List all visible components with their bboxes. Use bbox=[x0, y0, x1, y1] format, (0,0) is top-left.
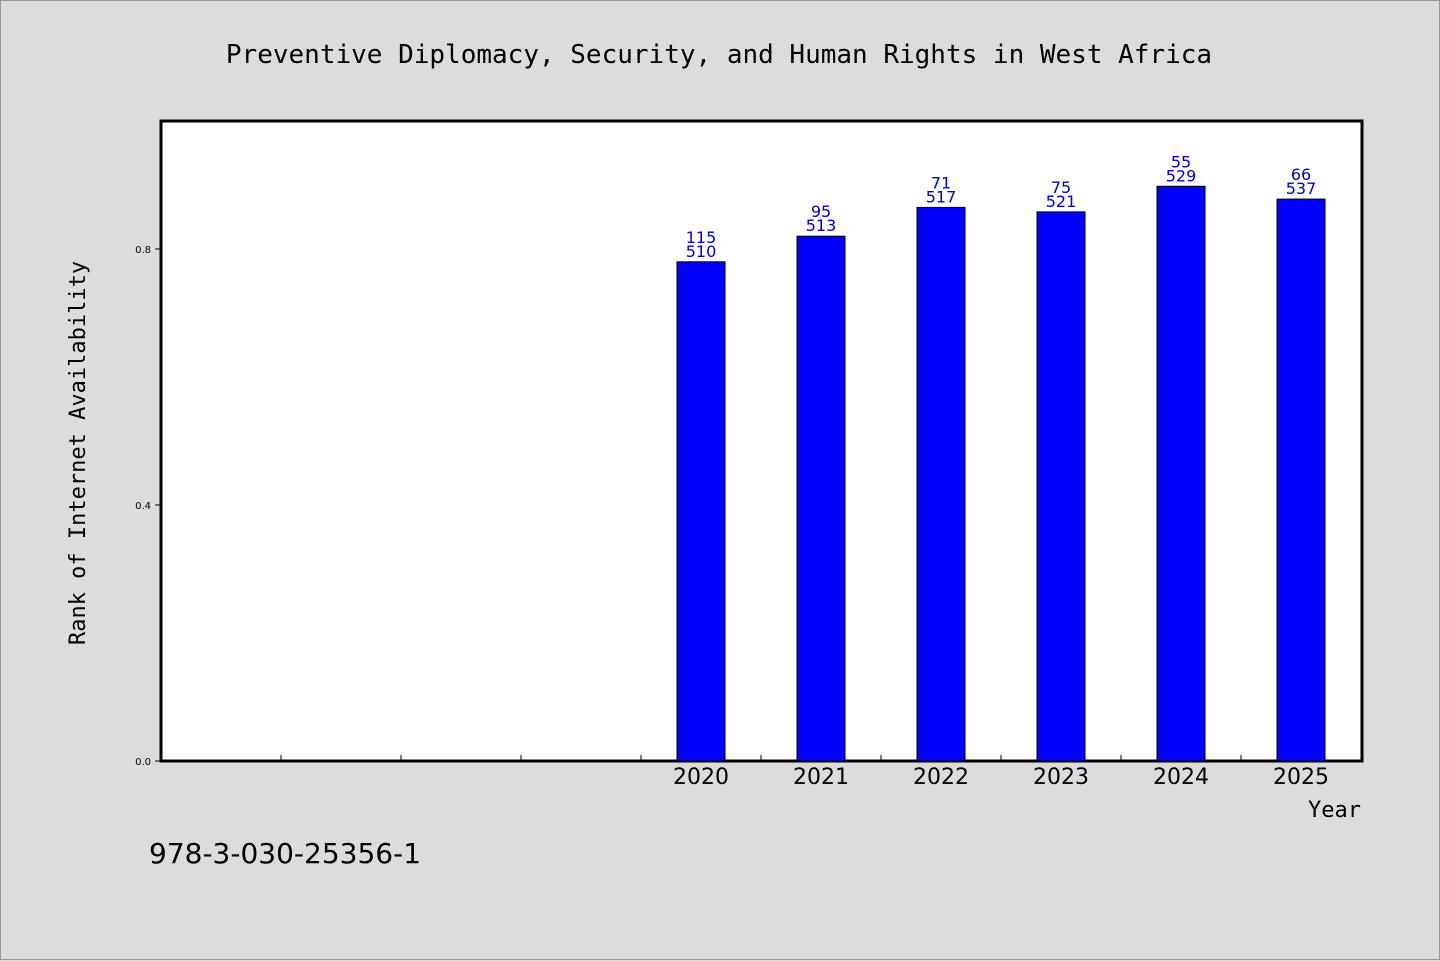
bar bbox=[1036, 211, 1086, 762]
data-label-top: 75 bbox=[1051, 178, 1071, 197]
data-label-bottom: 537 bbox=[1286, 179, 1317, 198]
x-tick-label: 2025 bbox=[1273, 765, 1329, 790]
data-label-top: 55 bbox=[1171, 152, 1191, 171]
x-tick-label: 2021 bbox=[793, 765, 849, 790]
bar bbox=[796, 235, 846, 762]
y-tick-label: 0.8 bbox=[135, 245, 151, 256]
x-tick-label: 2022 bbox=[913, 765, 969, 790]
data-label-bottom: 513 bbox=[806, 216, 837, 235]
y-axis-label: Rank of Internet Availability bbox=[66, 261, 91, 645]
x-tick-label: 2020 bbox=[673, 765, 729, 790]
y-tick-label: 0.4 bbox=[135, 501, 151, 512]
data-label-top: 66 bbox=[1291, 165, 1311, 184]
bar bbox=[1276, 198, 1326, 762]
x-tick-label: 2023 bbox=[1033, 765, 1089, 790]
data-label-top: 115 bbox=[686, 228, 717, 247]
data-label-bottom: 529 bbox=[1166, 166, 1197, 185]
chart-title: Preventive Diplomacy, Security, and Huma… bbox=[226, 40, 1212, 70]
x-tick-label: 2024 bbox=[1153, 765, 1209, 790]
x-axis: 2020 2021 2022 2023 2024 2025 bbox=[280, 755, 1329, 790]
data-label-bottom: 521 bbox=[1046, 192, 1077, 211]
data-label-top: 71 bbox=[931, 173, 951, 192]
bar bbox=[1156, 185, 1206, 762]
data-label-top: 95 bbox=[811, 202, 831, 221]
bar-series bbox=[676, 185, 1326, 762]
isbn-footer: 978-3-030-25356-1 bbox=[149, 837, 421, 870]
y-tick-label: 0.0 bbox=[135, 757, 151, 768]
data-label-bottom: 510 bbox=[686, 242, 717, 261]
x-axis-label: Year bbox=[1308, 798, 1361, 823]
data-label-bottom: 517 bbox=[926, 187, 957, 206]
bar bbox=[676, 261, 726, 762]
bar bbox=[916, 206, 966, 762]
y-axis: 0.0 0.4 0.8 bbox=[135, 245, 161, 768]
